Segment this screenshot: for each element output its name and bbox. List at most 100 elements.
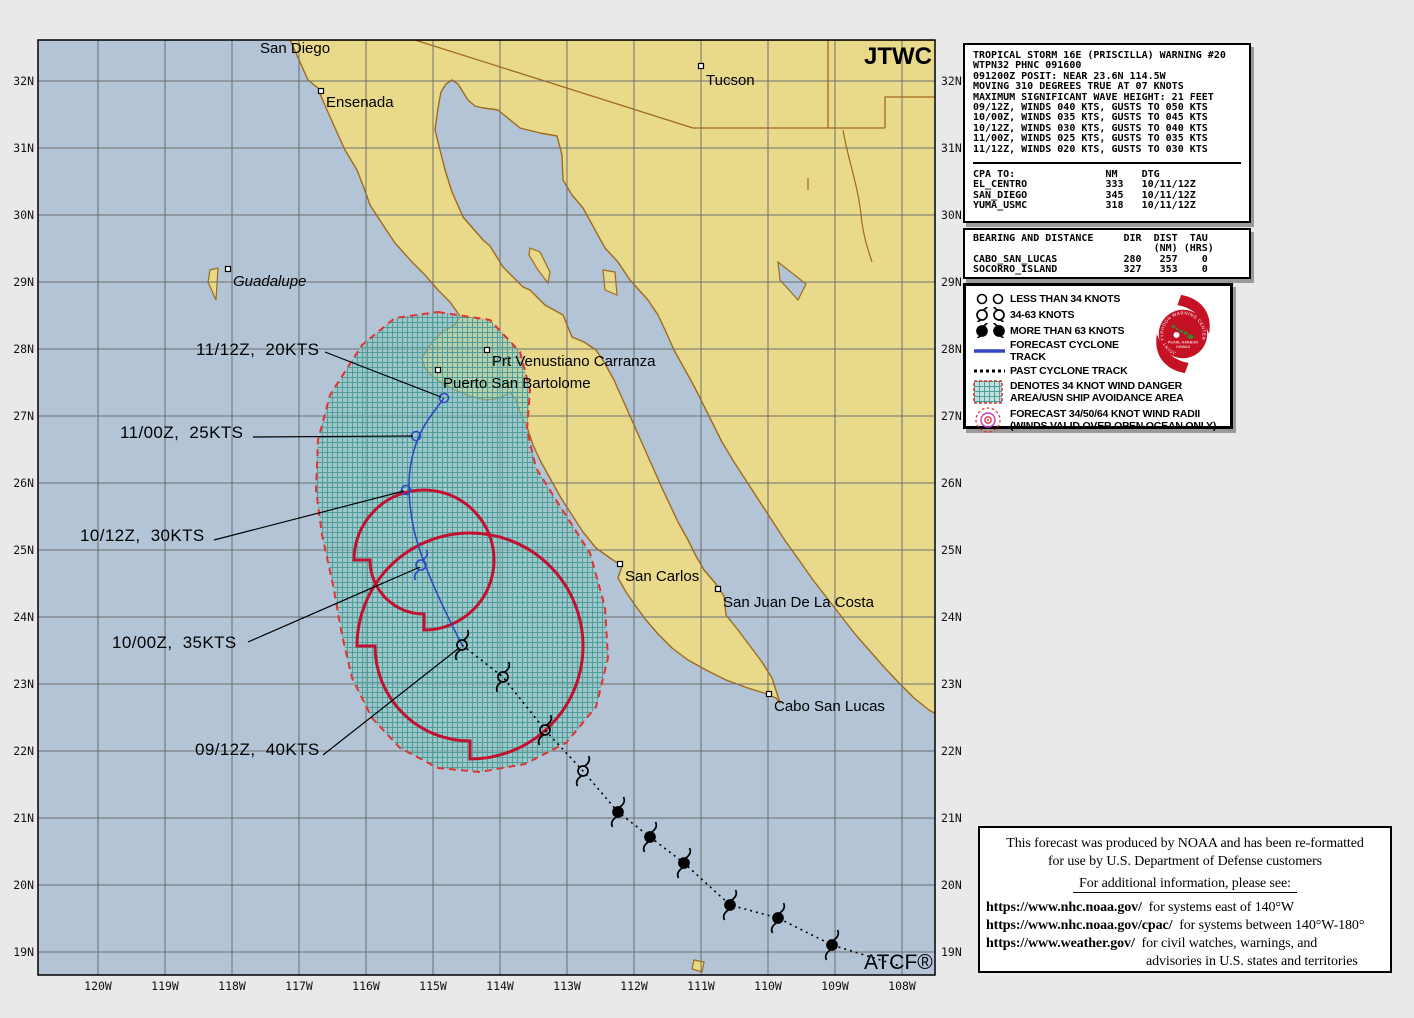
forecast-storm-symbol (413, 549, 429, 581)
logo-line2: HAWAII (1176, 344, 1190, 349)
legend-label: LESS THAN 34 KNOTS (1010, 292, 1121, 305)
lat-tick-label-left: 30N (13, 208, 34, 222)
lon-tick-label: 115W (419, 979, 447, 993)
jtwc-logo: JOINT TYPHOON WARNING CENTER PEARL HARBO… (1141, 293, 1225, 375)
lat-tick-label-left: 28N (13, 342, 34, 356)
lat-tick-label-left: 21N (13, 811, 34, 825)
legend-row: FORECAST 34/50/64 KNOT WIND RADII (WINDS… (972, 406, 1224, 434)
lon-tick-label: 116W (352, 979, 380, 993)
less-than-34kt-icon (976, 293, 1004, 305)
storm-34-63kt-icon (976, 307, 1005, 322)
lat-tick-label-right: 22N (941, 744, 962, 758)
noaa-notice-panel: This forecast was produced by NOAA and h… (978, 826, 1392, 973)
legend-label: FORECAST 34/50/64 KNOT WIND RADII (WINDS… (1010, 408, 1217, 432)
legend-row: DENOTES 34 KNOT WIND DANGER AREA/USN SHI… (972, 379, 1224, 405)
legend-label: 34-63 KNOTS (1010, 308, 1075, 321)
leader-line (324, 351, 442, 398)
lat-tick-label-left: 25N (13, 543, 34, 557)
lat-tick-label-right: 24N (941, 610, 962, 624)
axis-tick-labels: 120W 119W 118W 117W 116W 115W 114W 113W 112W 111W… (13, 74, 962, 993)
lat-tick-label-right: 28N (941, 342, 962, 356)
leader-line (322, 647, 460, 756)
lat-tick-label-left: 32N (13, 74, 34, 88)
city-marker (765, 690, 773, 698)
lat-tick-label-left: 27N (13, 409, 34, 423)
atcf-label: ATCF® (864, 951, 933, 974)
city-marker (434, 366, 442, 374)
city-label: Ensenada (326, 94, 394, 111)
warning-text-panel: TROPICAL STORM 16E (PRISCILLA) WARNING #… (963, 43, 1251, 223)
lat-tick-label-left: 20N (13, 878, 34, 892)
lon-tick-label: 113W (553, 979, 581, 993)
jtwc-watermark: JTWC (864, 43, 932, 70)
lat-tick-label-right: 27N (941, 409, 962, 423)
city-marker (483, 346, 491, 354)
city-label: Prt Venustiano Carranza (492, 353, 656, 370)
logo-eye (1173, 331, 1180, 338)
us-mexico-border (414, 40, 935, 129)
lat-tick-label-right: 23N (941, 677, 962, 691)
past-track-icon (974, 369, 1005, 373)
bearing-table: BEARING AND DISTANCE DIR DIST TAU (NM) (… (973, 233, 1214, 276)
wind-danger-area (315, 311, 609, 773)
past-hurricane-symbol (610, 796, 626, 828)
current-position-symbol (454, 629, 470, 661)
city-label: Guadalupe (233, 273, 306, 290)
lat-tick-label-right: 21N (941, 811, 962, 825)
track-point-label: 10/00Z, 35KTS (112, 633, 237, 652)
warning-text: TROPICAL STORM 16E (PRISCILLA) WARNING #… (973, 50, 1226, 155)
lat-tick-label-right: 26N (941, 476, 962, 490)
lat-tick-label-left: 31N (13, 141, 34, 155)
notice-see: For additional information, please see: (986, 875, 1384, 893)
past-storm-symbol (575, 755, 591, 787)
city-marker (714, 585, 722, 593)
logo-line1: PEARL HARBOR (1168, 339, 1199, 344)
track-point-label: 11/00Z, 25KTS (120, 423, 243, 442)
legend-row: PAST CYCLONE TRACK (972, 364, 1224, 378)
lon-tick-label: 119W (151, 979, 179, 993)
notice-line2: for use by U.S. Department of Defense cu… (1047, 854, 1323, 869)
cpa-table: CPA TO: NM DTG EL_CENTRO 333 10/11/12Z S… (973, 169, 1196, 212)
lon-tick-label: 120W (84, 979, 112, 993)
lat-tick-label-left: 23N (13, 677, 34, 691)
lat-tick-label-left: 19N (13, 945, 34, 959)
legend-ty (976, 323, 988, 338)
notice-line1: This forecast was produced by NOAA and h… (1006, 836, 1364, 851)
city-label: San Carlos (625, 568, 699, 585)
lon-tick-label: 118W (218, 979, 246, 993)
lat-tick-label-right: 20N (941, 878, 962, 892)
legend-label: PAST CYCLONE TRACK (1010, 365, 1128, 377)
leader-line (213, 490, 405, 541)
city-marker (317, 87, 325, 95)
bearing-distance-panel: BEARING AND DISTANCE DIR DIST TAU (NM) (… (963, 228, 1251, 279)
island-angel-de-la-guarda (528, 247, 551, 285)
lat-tick-label-right: 19N (941, 945, 962, 959)
logo-swirl-top (1177, 294, 1210, 334)
lat-tick-label-left: 29N (13, 275, 34, 289)
lat-tick-label-left: 24N (13, 610, 34, 624)
city-marker (616, 560, 624, 568)
island-guadalupe (207, 267, 219, 301)
logo-swirl-bottom (1156, 334, 1189, 374)
wind-radii-icon (975, 407, 1001, 433)
coastal-lagoon (777, 260, 807, 302)
track-point-label: 11/12Z, 20KTS (196, 340, 319, 359)
logo-hawaii-islands (1171, 325, 1194, 340)
wind-radii-34kt-forecast (352, 488, 496, 632)
track-point-label: 09/12Z, 40KTS (195, 740, 320, 759)
legend-panel: LESS THAN 34 KNOTS 34-63 KNOTS MORE THAN… (963, 283, 1233, 433)
notice-url-line: https://www.nhc.noaa.gov/cpac/ for syste… (986, 918, 1365, 933)
past-hurricane-symbol (824, 929, 840, 961)
nhc-cpac-link: https://www.nhc.noaa.gov/cpac/ (986, 918, 1173, 933)
past-hurricane-symbol (770, 902, 786, 934)
weather-gov-link: https://www.weather.gov/ (986, 936, 1135, 951)
city-label: San Juan De La Costa (723, 594, 875, 611)
map-frame (37, 39, 936, 976)
leader-line (247, 566, 421, 643)
past-hurricane-symbol (642, 821, 658, 853)
legend-ts (976, 307, 988, 322)
lat-tick-label-left: 26N (13, 476, 34, 490)
notice-urls: https://www.nhc.noaa.gov/ for systems ea… (986, 899, 1384, 971)
legend-row: FORECAST CYCLONE TRACK (972, 339, 1224, 363)
